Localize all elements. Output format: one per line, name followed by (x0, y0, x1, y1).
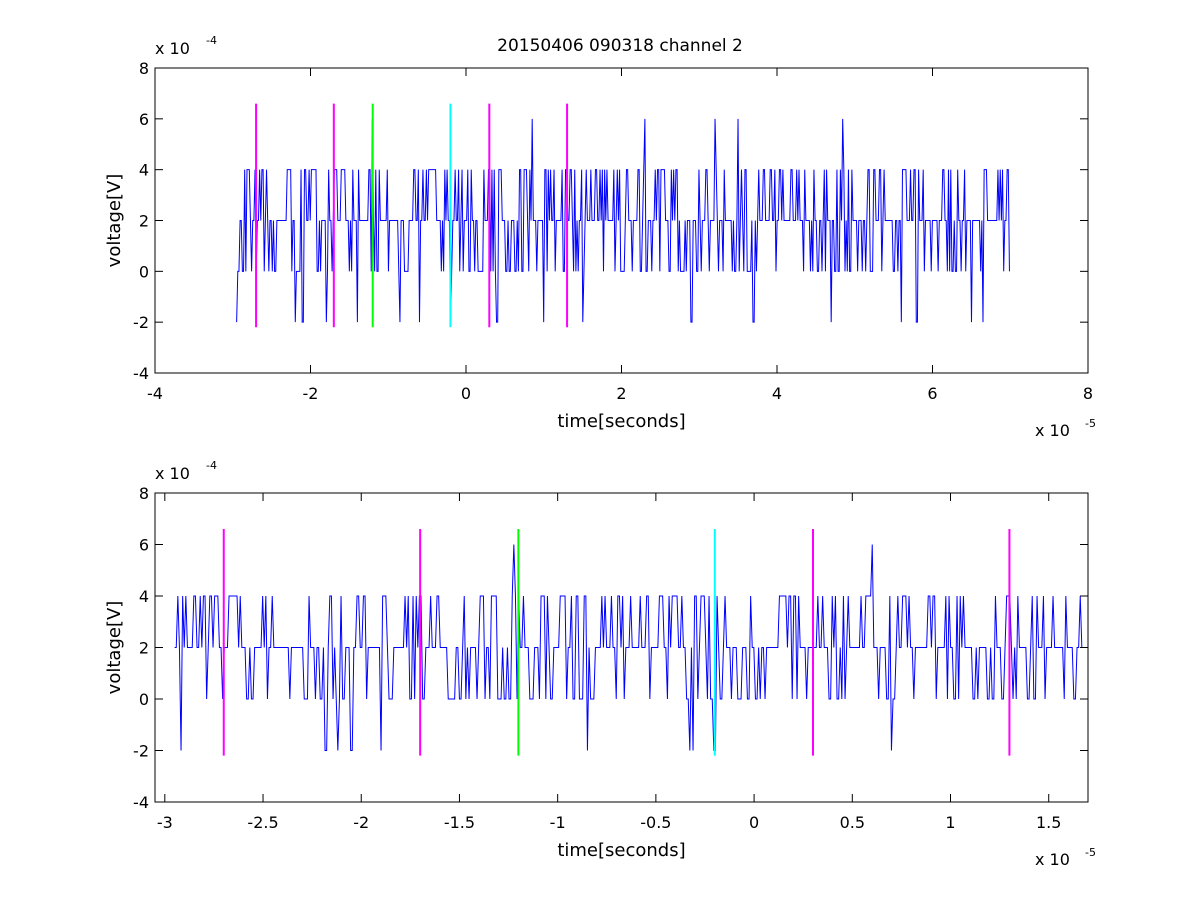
x-tick-label: -3 (157, 813, 173, 832)
y-tick-label: -4 (133, 364, 149, 383)
x-tick-label: 4 (772, 384, 782, 403)
x-axis-label: time[seconds] (557, 411, 685, 432)
y-tick-label: 0 (139, 690, 149, 709)
signal-trace (174, 544, 1087, 751)
y-exponent-label: x 10 (155, 39, 190, 58)
y-exponent-power: -4 (206, 34, 217, 47)
y-tick-label: -2 (133, 313, 149, 332)
y-tick-label: 4 (139, 161, 149, 180)
bottom-axes: -3 -2.5 -2 -1.5 -1 -0.5 0 0.5 1 1.5 -4 -2 0 2 4 6 8 time[… (104, 459, 1096, 869)
top-axes: -4 -2 0 2 4 6 8 -4 -2 0 2 4 6 8 time[seconds] voltage[V… (104, 34, 1096, 440)
x-tick-label: -2.5 (247, 813, 278, 832)
signal-trace (236, 118, 1010, 323)
x-tick-label: 8 (1083, 384, 1093, 403)
y-tick-label: 0 (139, 262, 149, 281)
x-axis-label: time[seconds] (557, 840, 685, 861)
y-tick-label: 8 (139, 59, 149, 78)
x-tick-label: 0 (749, 813, 759, 832)
y-tick-label: 2 (139, 639, 149, 658)
x-tick-label: 6 (927, 384, 937, 403)
x-tick-label: -2 (303, 384, 319, 403)
x-exponent-power: -5 (1085, 417, 1096, 430)
y-tick-label: 8 (139, 484, 149, 503)
x-tick-label: 0.5 (840, 813, 865, 832)
y-tick-label: 4 (139, 587, 149, 606)
y-tick-label: 6 (139, 536, 149, 555)
figure-title: 20150406 090318 channel 2 (497, 36, 743, 56)
x-tick-label: -4 (147, 384, 163, 403)
x-tick-label: -0.5 (640, 813, 671, 832)
x-tick-label: -1 (550, 813, 566, 832)
y-tick-label: 2 (139, 212, 149, 231)
x-exponent-power: -5 (1085, 846, 1096, 859)
y-exponent-label: x 10 (155, 464, 190, 483)
y-tick-label: -2 (133, 742, 149, 761)
x-tick-label: -2 (353, 813, 369, 832)
x-exponent-label: x 10 (1035, 850, 1070, 869)
x-tick-label: 1 (945, 813, 955, 832)
x-tick-label: 0 (461, 384, 471, 403)
x-exponent-label: x 10 (1035, 421, 1070, 440)
x-tick-label: 2 (616, 384, 626, 403)
y-exponent-power: -4 (206, 459, 217, 472)
x-tick-label: -1.5 (444, 813, 475, 832)
y-tick-label: 6 (139, 110, 149, 129)
x-tick-label: 1.5 (1036, 813, 1061, 832)
y-axis-label: voltage[V] (104, 601, 125, 695)
y-axis-label: voltage[V] (104, 174, 125, 268)
y-tick-label: -4 (133, 793, 149, 812)
